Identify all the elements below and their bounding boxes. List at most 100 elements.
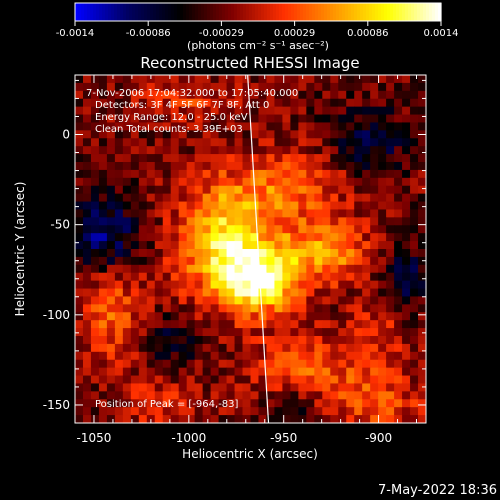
heatmap-cell bbox=[130, 130, 140, 139]
heatmap-cell bbox=[178, 185, 188, 195]
heatmap-cell bbox=[418, 351, 426, 361]
heatmap-cell bbox=[386, 169, 395, 179]
heatmap-cell bbox=[314, 82, 323, 92]
heatmap-cell bbox=[322, 146, 331, 155]
heatmap-cell bbox=[282, 169, 291, 179]
colorbar-cell bbox=[321, 3, 325, 21]
y-axis-label: Heliocentric Y (arcsec) bbox=[13, 182, 27, 317]
heatmap-cell bbox=[410, 201, 419, 210]
heatmap-cell bbox=[138, 146, 148, 155]
heatmap-cell bbox=[226, 114, 236, 123]
heatmap-cell bbox=[146, 75, 156, 84]
heatmap-cell bbox=[146, 106, 156, 116]
heatmap-cell bbox=[75, 336, 84, 345]
heatmap-cell bbox=[218, 407, 228, 416]
heatmap-cell bbox=[266, 169, 275, 179]
heatmap-cell bbox=[314, 288, 323, 297]
colorbar-cell bbox=[336, 3, 340, 21]
heatmap-cell bbox=[146, 336, 156, 345]
heatmap-cell bbox=[346, 217, 355, 226]
heatmap-cell bbox=[226, 320, 236, 329]
heatmap-cell bbox=[75, 343, 84, 353]
heatmap-cell bbox=[402, 185, 411, 195]
heatmap-cell bbox=[282, 383, 291, 392]
heatmap-cell bbox=[394, 336, 403, 345]
colorbar-cell bbox=[189, 3, 193, 21]
heatmap-cell bbox=[258, 296, 267, 305]
heatmap-cell bbox=[146, 256, 156, 266]
colorbar-cell bbox=[381, 3, 385, 21]
heatmap-cell bbox=[162, 209, 172, 218]
heatmap-cell bbox=[90, 280, 100, 290]
y-tick-label: 0 bbox=[62, 128, 70, 142]
heatmap-cell bbox=[146, 367, 156, 377]
heatmap-cell bbox=[362, 256, 371, 266]
heatmap-cell bbox=[226, 201, 236, 210]
heatmap-cell bbox=[210, 343, 220, 353]
heatmap-cell bbox=[202, 130, 212, 139]
heatmap-cell bbox=[306, 328, 315, 337]
heatmap-cell bbox=[274, 351, 283, 361]
heatmap-cell bbox=[410, 304, 419, 313]
heatmap-cell bbox=[346, 82, 355, 92]
heatmap-cell bbox=[354, 383, 363, 392]
heatmap-cell bbox=[82, 106, 92, 116]
heatmap-cell bbox=[226, 399, 236, 408]
heatmap-cell bbox=[282, 288, 291, 297]
heatmap-cell bbox=[242, 391, 251, 400]
heatmap-cell bbox=[82, 233, 92, 242]
heatmap-cell bbox=[282, 264, 291, 274]
heatmap-cell bbox=[194, 280, 204, 290]
colorbar-tick-label: -0.0014 bbox=[56, 28, 95, 39]
heatmap-cell bbox=[282, 233, 291, 242]
heatmap-cell bbox=[146, 130, 156, 139]
heatmap-cell bbox=[75, 280, 84, 290]
heatmap-cell bbox=[178, 90, 188, 100]
heatmap-cell bbox=[98, 367, 108, 377]
heatmap-cell bbox=[378, 98, 387, 108]
heatmap-cell bbox=[394, 391, 403, 400]
heatmap-cell bbox=[186, 383, 196, 392]
heatmap-cell bbox=[226, 146, 236, 155]
heatmap-cell bbox=[394, 343, 403, 353]
heatmap-cell bbox=[282, 106, 291, 116]
heatmap-cell bbox=[418, 407, 426, 416]
heatmap-cell bbox=[75, 288, 84, 297]
heatmap-cell bbox=[122, 177, 132, 187]
heatmap-cell bbox=[370, 249, 379, 258]
heatmap-cell bbox=[290, 415, 299, 423]
heatmap-cell bbox=[362, 225, 371, 234]
heatmap-cell bbox=[82, 217, 92, 226]
heatmap-cell bbox=[282, 304, 291, 313]
heatmap-cell bbox=[282, 296, 291, 305]
heatmap-cell bbox=[298, 383, 307, 392]
heatmap-cell bbox=[250, 98, 259, 108]
heatmap-cell bbox=[266, 399, 275, 408]
heatmap-cell bbox=[330, 343, 339, 353]
heatmap-cell bbox=[410, 391, 419, 400]
heatmap-cell bbox=[298, 336, 307, 345]
heatmap-cell bbox=[322, 75, 331, 84]
heatmap-cell bbox=[234, 351, 244, 361]
heatmap-cell bbox=[290, 193, 299, 203]
colorbar-tick-label: -0.00029 bbox=[199, 28, 244, 39]
colorbar-cell bbox=[222, 3, 226, 21]
heatmap-cell bbox=[170, 177, 180, 187]
heatmap-cell bbox=[314, 114, 323, 123]
heatmap-cell bbox=[330, 280, 339, 290]
heatmap-cell bbox=[130, 233, 140, 242]
heatmap-cell bbox=[186, 304, 196, 313]
heatmap-cell bbox=[394, 320, 403, 329]
heatmap-cell bbox=[266, 146, 275, 155]
heatmap-cell bbox=[250, 122, 259, 131]
heatmap-cell bbox=[146, 122, 156, 131]
heatmap-cell bbox=[274, 343, 283, 353]
heatmap-cell bbox=[338, 154, 347, 163]
heatmap-cell bbox=[130, 407, 140, 416]
heatmap-cell bbox=[362, 169, 371, 179]
colorbar-cell bbox=[423, 3, 427, 21]
heatmap-cell bbox=[274, 146, 283, 155]
heatmap-cell bbox=[130, 90, 140, 100]
heatmap-cell bbox=[274, 391, 283, 400]
heatmap-cell bbox=[330, 249, 339, 258]
